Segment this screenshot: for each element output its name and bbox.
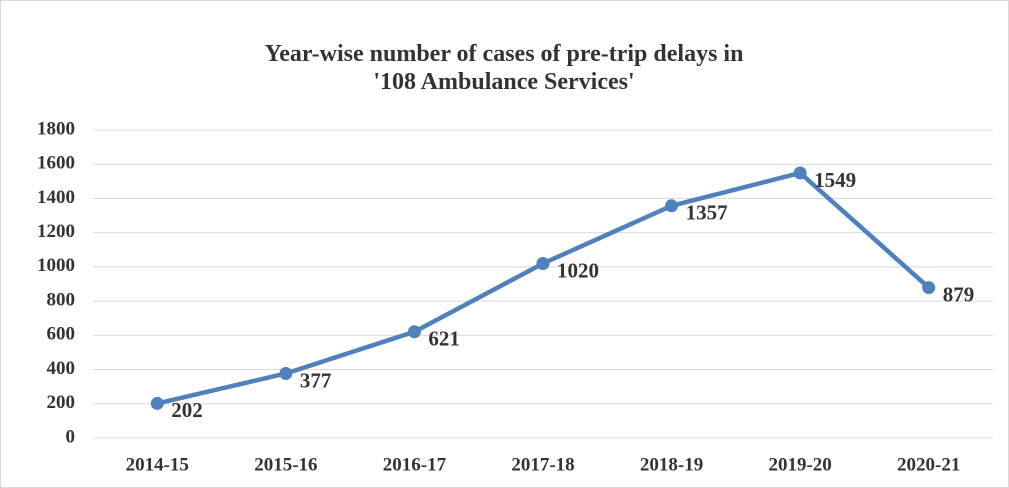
y-tick-label: 800 bbox=[47, 289, 76, 310]
y-tick-label: 1800 bbox=[37, 118, 75, 139]
y-tick-label: 1600 bbox=[37, 153, 75, 174]
data-label: 879 bbox=[943, 282, 975, 306]
x-tick-label: 2020-21 bbox=[897, 454, 960, 475]
y-tick-label: 1000 bbox=[37, 255, 75, 276]
x-tick-label: 2017-18 bbox=[511, 454, 574, 475]
marker bbox=[407, 325, 421, 339]
marker bbox=[279, 366, 293, 380]
x-tick-label: 2018-19 bbox=[640, 454, 703, 475]
x-tick-label: 2016-17 bbox=[383, 454, 447, 475]
y-tick-label: 0 bbox=[66, 426, 76, 447]
y-tick-label: 1200 bbox=[37, 221, 75, 242]
x-tick-label: 2015-16 bbox=[254, 454, 317, 475]
data-label: 202 bbox=[171, 398, 203, 422]
y-tick-label: 600 bbox=[47, 324, 76, 345]
marker bbox=[536, 256, 550, 270]
data-label: 1357 bbox=[686, 201, 728, 225]
marker bbox=[793, 166, 807, 180]
x-tick-label: 2019-20 bbox=[768, 454, 831, 475]
data-label: 1549 bbox=[814, 168, 856, 192]
marker bbox=[665, 199, 679, 213]
y-tick-label: 1400 bbox=[37, 187, 75, 208]
marker bbox=[922, 281, 936, 295]
chart-title: Year-wise number of cases of pre-trip de… bbox=[265, 41, 744, 95]
x-tick-label: 2014-15 bbox=[126, 454, 189, 475]
data-label: 1020 bbox=[557, 258, 599, 282]
y-tick-label: 400 bbox=[47, 358, 76, 379]
data-label: 377 bbox=[300, 368, 332, 392]
y-tick-label: 200 bbox=[47, 392, 76, 413]
data-label: 621 bbox=[428, 327, 460, 351]
marker bbox=[150, 396, 164, 410]
